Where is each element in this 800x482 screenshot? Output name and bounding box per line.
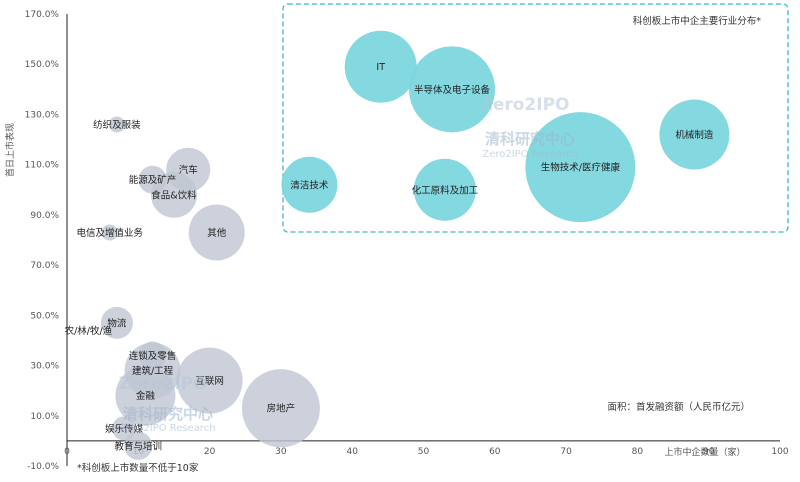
- axes: [66, 14, 780, 466]
- x-tick-label: 50: [418, 447, 430, 457]
- bubble: [659, 99, 730, 170]
- bubble-label: 教育与培训: [115, 440, 163, 452]
- bubble: [101, 224, 118, 241]
- bubble: [281, 156, 338, 213]
- bubble: [138, 165, 167, 194]
- watermark-top-cn: 清科研究中心: [485, 130, 575, 148]
- bubble-label: 食品&饮料: [151, 189, 197, 201]
- y-tick-label: -10.0%: [27, 462, 59, 472]
- bubble-label: 物流: [107, 317, 127, 329]
- footnote: *科创板上市数量不低于10家: [77, 462, 199, 474]
- x-tick-label: 30: [275, 447, 287, 457]
- y-tick-label: 90.0%: [30, 211, 59, 221]
- watermark-top: Zero2IPO 清科研究中心 Zero2IPO Research: [481, 95, 578, 160]
- bubble-label: 化工原料及加工: [412, 184, 479, 196]
- bubble: [124, 342, 181, 399]
- size-note: 面积：首发融资额（人民币亿元）: [607, 401, 750, 413]
- bubble: [409, 46, 496, 133]
- y-tick-label: 150.0%: [25, 60, 60, 70]
- bubble: [344, 30, 417, 103]
- bubble-label: 能源及矿产: [129, 174, 177, 186]
- bubble: [525, 112, 636, 223]
- bubble-label: 金融: [136, 390, 156, 402]
- bubble: [413, 158, 476, 221]
- bubble-label: 生物技术/医疗健康: [541, 162, 621, 174]
- watermark-bottom-cn: 清科研究中心: [123, 405, 213, 423]
- x-tick-label: 80: [632, 447, 644, 457]
- bubble-label: 娱乐传媒: [105, 423, 144, 435]
- bubble-label: 纺织及服装: [93, 119, 141, 131]
- bubble-label: 连锁及零售: [129, 350, 177, 362]
- bubble-label: 机械制造: [675, 129, 714, 141]
- bubble: [138, 341, 167, 370]
- bubble: [100, 306, 133, 339]
- x-tick-label: 70: [560, 447, 572, 457]
- y-tick-label: 10.0%: [30, 412, 59, 422]
- bubble: [188, 204, 245, 261]
- bubble-label: 汽车: [179, 164, 198, 176]
- bubble-label: 房地产: [267, 403, 296, 415]
- x-axis-title: 上市中企数量（家）: [664, 446, 745, 458]
- x-tick-label: 100: [771, 447, 788, 457]
- bubble-label: 互联网: [195, 376, 224, 387]
- watermark-bottom: Zero2IPO 清科研究中心 Zero2IPO Research: [119, 374, 216, 434]
- x-tick-label: 40: [346, 447, 358, 457]
- bubble: [241, 369, 320, 448]
- svg-text:Zero2IPO: Zero2IPO: [119, 374, 208, 394]
- svg-text:Zero2IPO: Zero2IPO: [481, 95, 570, 115]
- bubble-label: IT: [376, 62, 385, 73]
- bubble-label: 建筑/工程: [132, 365, 174, 377]
- bubble: [112, 416, 137, 441]
- y-tick-label: 70.0%: [30, 261, 59, 271]
- x-tick-label: 20: [204, 447, 216, 457]
- x-tick-label: 0: [64, 447, 70, 457]
- bubble: [176, 347, 243, 414]
- bubble-label: 半导体及电子设备: [414, 84, 491, 96]
- bubble: [108, 116, 125, 133]
- y-axis-title: 首日上市表现: [4, 123, 16, 177]
- x-tick-label: 90: [703, 447, 715, 457]
- y-tick-label: 130.0%: [25, 110, 60, 120]
- highlight-box-label: 科创板上市中企主要行业分布*: [633, 15, 762, 27]
- bubble: [166, 147, 211, 192]
- y-tick-labels: -10.0% 10.0% 30.0% 50.0% 70.0% 90.0% 110.0% 130…: [25, 10, 60, 472]
- watermark-bottom-en: Zero2IPO Research: [120, 423, 215, 434]
- bubble-label: 其他: [207, 227, 227, 239]
- y-tick-label: 110.0%: [25, 161, 60, 171]
- y-tick-label: 30.0%: [30, 362, 59, 372]
- bubble: [124, 431, 153, 460]
- x-tick-label: 60: [489, 447, 501, 457]
- y-tick-label: 170.0%: [25, 10, 60, 20]
- highlight-box: [282, 3, 789, 233]
- bubble-label: 电信及增值业务: [77, 227, 144, 239]
- bubble-label: 清洁技术: [290, 179, 329, 191]
- watermark-top-en: Zero2IPO Research: [482, 149, 577, 160]
- y-tick-label: 50.0%: [30, 311, 59, 321]
- bubble-label: 农/林/牧/渔: [65, 325, 113, 337]
